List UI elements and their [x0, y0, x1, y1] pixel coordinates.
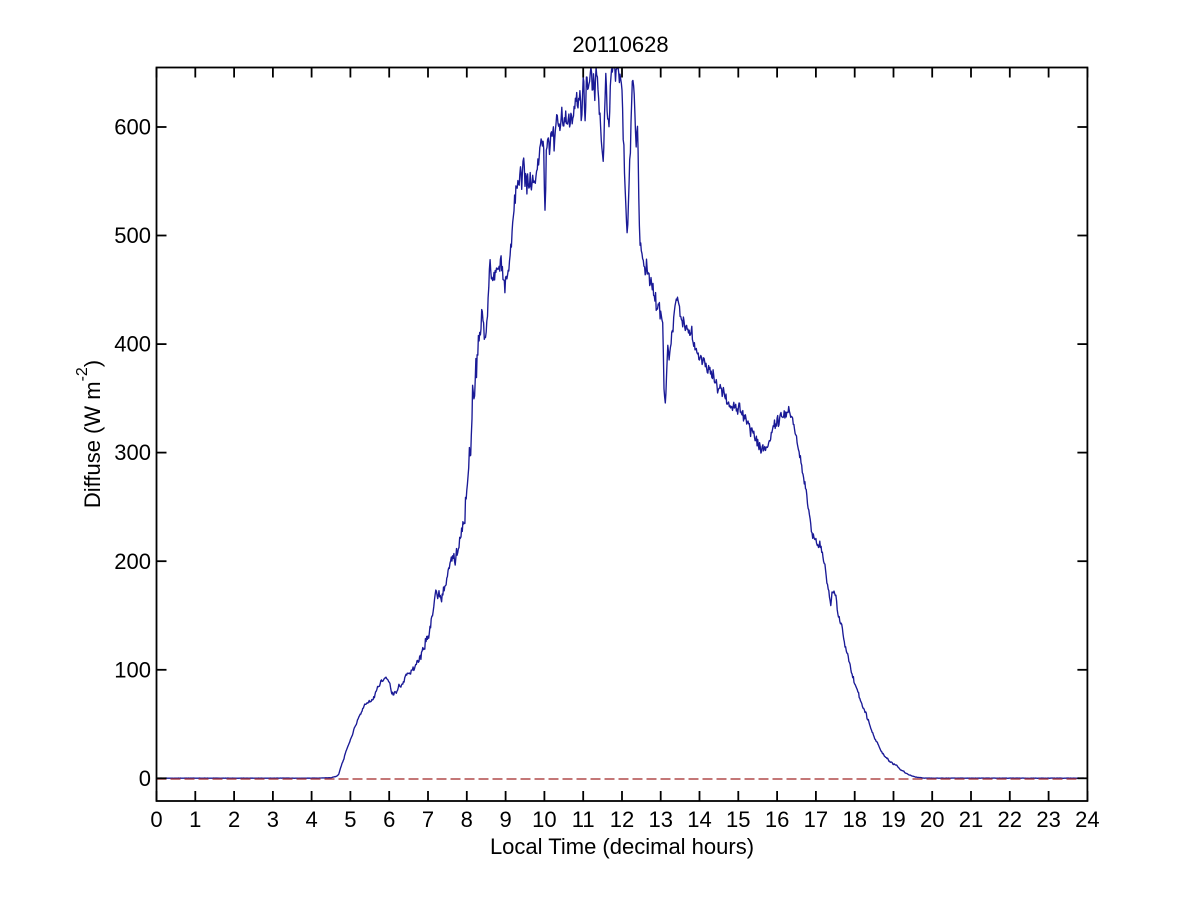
svg-text:2: 2	[228, 807, 240, 832]
svg-text:0: 0	[150, 807, 162, 832]
svg-text:12: 12	[610, 807, 634, 832]
svg-text:19: 19	[881, 807, 905, 832]
svg-text:18: 18	[842, 807, 866, 832]
svg-text:100: 100	[114, 657, 151, 682]
svg-text:16: 16	[765, 807, 789, 832]
svg-text:9: 9	[499, 807, 511, 832]
svg-text:22: 22	[998, 807, 1022, 832]
svg-text:Local Time (decimal hours): Local Time (decimal hours)	[490, 834, 754, 859]
svg-text:1: 1	[189, 807, 201, 832]
svg-text:8: 8	[461, 807, 473, 832]
svg-text:20110628: 20110628	[572, 32, 668, 57]
svg-text:4: 4	[305, 807, 317, 832]
svg-text:7: 7	[422, 807, 434, 832]
svg-text:24: 24	[1075, 807, 1099, 832]
svg-text:14: 14	[687, 807, 711, 832]
svg-text:400: 400	[114, 332, 151, 357]
svg-text:11: 11	[572, 807, 595, 832]
svg-text:0: 0	[139, 766, 151, 791]
svg-text:300: 300	[114, 440, 151, 465]
svg-text:23: 23	[1036, 807, 1060, 832]
svg-text:10: 10	[532, 807, 556, 832]
svg-text:15: 15	[726, 807, 750, 832]
svg-text:6: 6	[383, 807, 395, 832]
svg-text:20: 20	[920, 807, 944, 832]
svg-text:21: 21	[959, 807, 983, 832]
svg-text:500: 500	[114, 223, 151, 248]
svg-text:13: 13	[648, 807, 672, 832]
svg-text:3: 3	[267, 807, 279, 832]
svg-text:600: 600	[114, 115, 151, 140]
svg-text:17: 17	[804, 807, 828, 832]
svg-text:5: 5	[344, 807, 356, 832]
svg-text:Diffuse (W m-2): Diffuse (W m-2)	[74, 360, 105, 508]
svg-text:200: 200	[114, 549, 151, 574]
